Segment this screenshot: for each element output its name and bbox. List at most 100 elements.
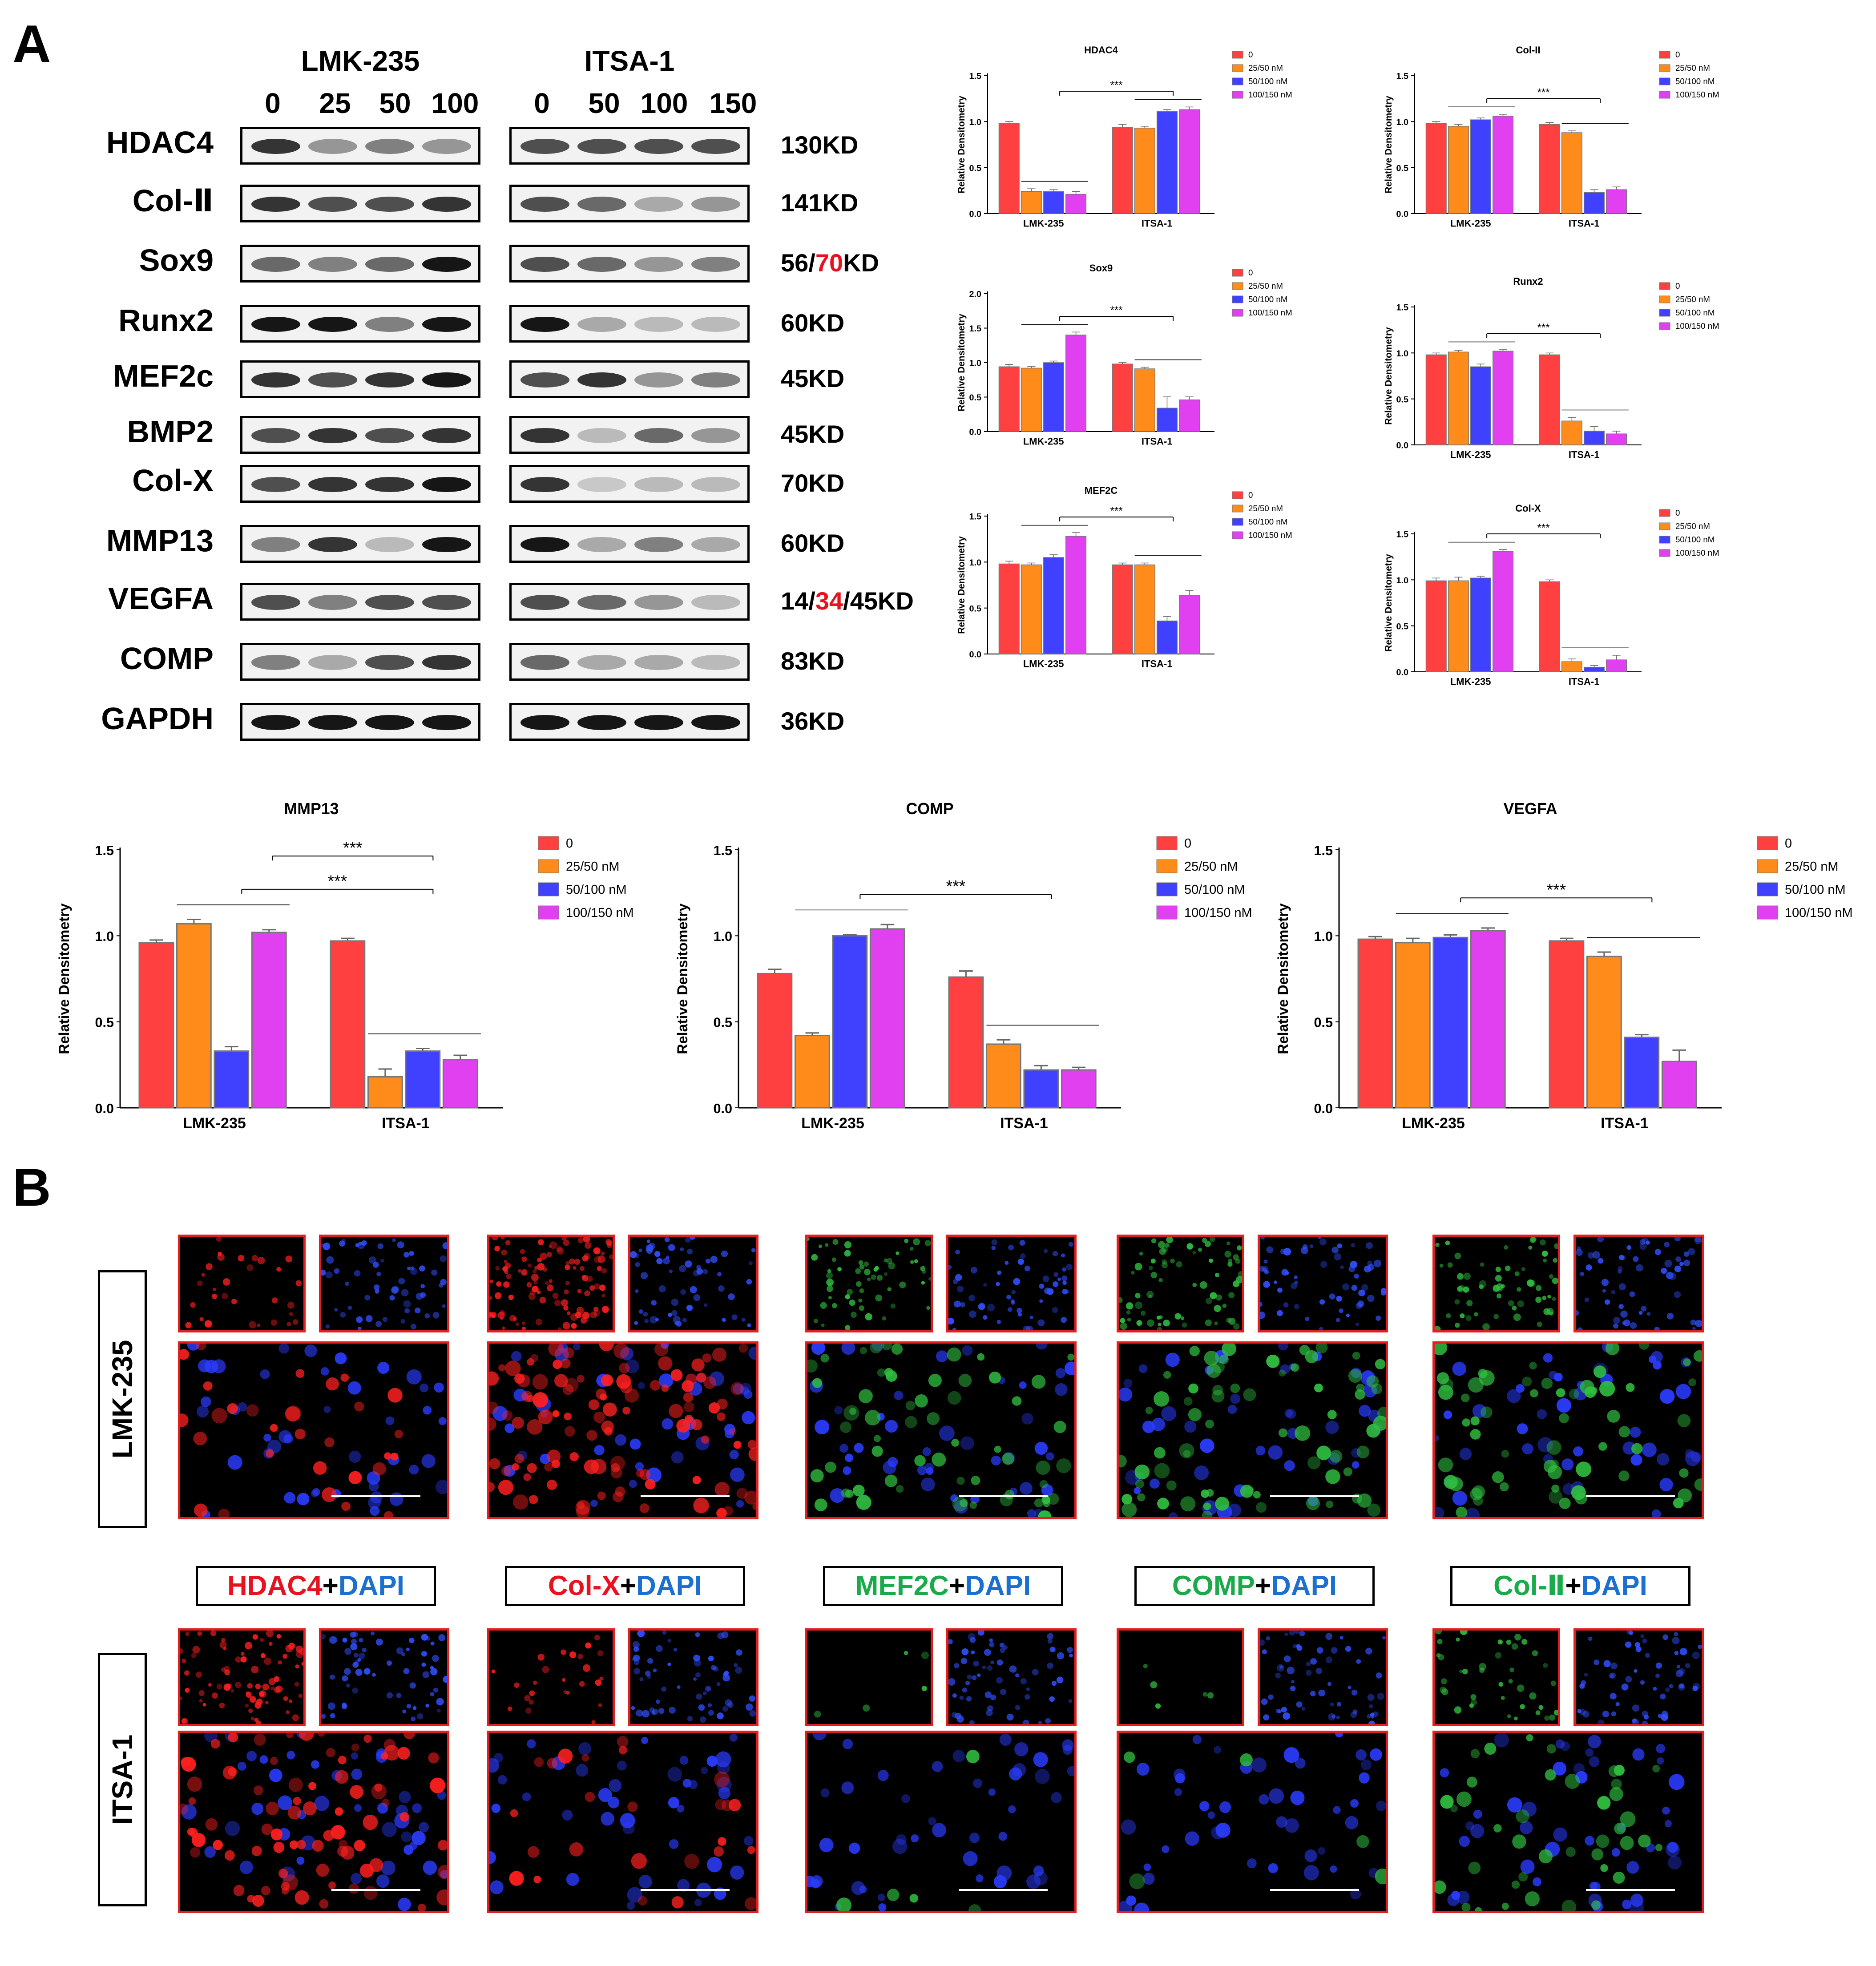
bar xyxy=(1043,557,1064,654)
blot-band xyxy=(577,537,626,552)
legend-swatch xyxy=(1232,51,1243,59)
bar xyxy=(1156,620,1178,654)
legend-label: 100/150 nM xyxy=(1785,906,1853,920)
lane-label: 0 xyxy=(265,87,281,119)
lane-label: 100 xyxy=(640,87,688,119)
bar xyxy=(1448,125,1469,214)
kd-segment: 34 xyxy=(815,587,843,615)
molecular-weight-label: 56/70KD xyxy=(781,248,879,277)
blot-strip xyxy=(240,465,480,503)
blot-band xyxy=(577,372,626,388)
micrograph-cells xyxy=(180,1631,303,1724)
kd-segment: 60KD xyxy=(781,529,845,557)
blot-band xyxy=(308,595,357,610)
blot-band xyxy=(308,257,357,272)
lane-label: 50 xyxy=(588,87,620,119)
bar xyxy=(1156,408,1178,432)
blot-band xyxy=(634,537,683,552)
panel-b-letter: B xyxy=(12,1158,51,1217)
molecular-weight-label: 36KD xyxy=(781,706,844,735)
x-tick-label: ITSA-1 xyxy=(1000,1115,1048,1132)
protein-label: Col-X xyxy=(132,463,214,498)
stain-marker-text: COMP xyxy=(1172,1570,1255,1601)
scale-bar xyxy=(641,1889,730,1891)
y-tick-label: 0.0 xyxy=(969,210,982,219)
legend-swatch xyxy=(1156,905,1178,920)
blot-band xyxy=(365,139,414,154)
bar xyxy=(1021,367,1042,432)
bar xyxy=(1448,351,1469,445)
micrograph-cells xyxy=(630,1237,756,1328)
stain-marker-text: HDAC4 xyxy=(227,1570,323,1601)
kd-segment: 70 xyxy=(815,249,843,277)
blot-strip xyxy=(509,583,750,621)
bar xyxy=(367,1076,403,1109)
legend-swatch xyxy=(1659,536,1670,544)
chart-title: Runx2 xyxy=(1513,276,1543,287)
legend-label: 25/50 nM xyxy=(1675,521,1710,531)
y-tick-label: 1.5 xyxy=(1396,303,1409,313)
group-label-1: ITSA-1 xyxy=(584,45,675,77)
legend-label: 0 xyxy=(1248,268,1253,277)
kd-segment: 45KD xyxy=(781,364,845,392)
blot-band xyxy=(691,139,740,154)
blot-band xyxy=(422,477,471,492)
y-tick-label: 0.5 xyxy=(969,163,982,173)
legend-swatch xyxy=(1659,64,1670,72)
micrograph-marker-thumb xyxy=(178,1628,306,1726)
lane-label: 25 xyxy=(319,87,351,119)
stain-joiner-text: + xyxy=(620,1570,636,1601)
bar xyxy=(998,366,1020,432)
bar xyxy=(1583,192,1605,214)
y-axis-label: Relative Densitometry xyxy=(956,536,967,634)
legend-label: 0 xyxy=(1248,490,1253,500)
blot-band xyxy=(691,715,740,730)
row-label-box: ITSA-1 xyxy=(98,1653,147,1906)
micrograph-cells xyxy=(1435,1631,1558,1721)
legend-swatch xyxy=(1156,859,1178,873)
molecular-weight-label: 83KD xyxy=(781,646,844,675)
micrograph-merged xyxy=(1117,1731,1388,1913)
row-label-box: LMK-235 xyxy=(98,1270,147,1528)
x-tick-label: ITSA-1 xyxy=(1142,218,1173,229)
micrograph-cells xyxy=(1576,1237,1702,1330)
y-axis-label: Relative Densitometry xyxy=(56,903,72,1054)
blot-band xyxy=(577,317,626,332)
x-tick-label: LMK-235 xyxy=(1450,676,1491,687)
bar xyxy=(1561,661,1582,672)
kd-segment: 130KD xyxy=(781,131,859,159)
kd-segment: KD xyxy=(843,249,880,277)
legend-label: 100/150 nM xyxy=(1675,90,1719,99)
chart-title: Sox9 xyxy=(1089,262,1113,274)
y-tick-label: 1.0 xyxy=(95,929,114,944)
y-tick-label: 0.5 xyxy=(969,604,982,614)
x-tick-label: LMK-235 xyxy=(1023,658,1064,670)
chart-title: HDAC4 xyxy=(1084,44,1118,56)
bar xyxy=(1561,420,1582,445)
kd-segment: 83KD xyxy=(781,647,845,675)
blot-strip xyxy=(509,703,750,741)
legend-swatch xyxy=(1232,295,1243,303)
x-tick-label: LMK-235 xyxy=(1450,449,1491,460)
blot-strip xyxy=(509,185,750,222)
blot-band xyxy=(691,655,740,670)
bar xyxy=(1606,659,1627,672)
bar xyxy=(1021,564,1042,654)
blot-strip xyxy=(509,416,750,454)
y-tick-label: 1.5 xyxy=(1396,530,1409,540)
bar xyxy=(330,940,366,1109)
legend-swatch xyxy=(1659,91,1670,99)
blot-strip xyxy=(509,643,750,681)
bar-chart-6: MMP13 Relative Densitometry 0.0 0.5 1.0 1.5 LM… xyxy=(56,800,634,1132)
molecular-weight-label: 14/34/45KD xyxy=(781,586,914,615)
blot-strip xyxy=(240,583,480,621)
bar-chart-1: Col-II Relative Densitometry 0.0 0.5 1.0 1.5 L… xyxy=(1384,44,1719,229)
blot-band xyxy=(634,317,683,332)
stain-dapi-text: DAPI xyxy=(636,1570,702,1601)
blot-strip xyxy=(509,127,750,165)
micrograph-marker-thumb xyxy=(1432,1628,1560,1726)
y-tick-label: 0.0 xyxy=(95,1101,114,1116)
legend-label: 25/50 nM xyxy=(1248,63,1283,73)
bar xyxy=(998,563,1020,654)
legend-swatch xyxy=(1659,549,1670,557)
